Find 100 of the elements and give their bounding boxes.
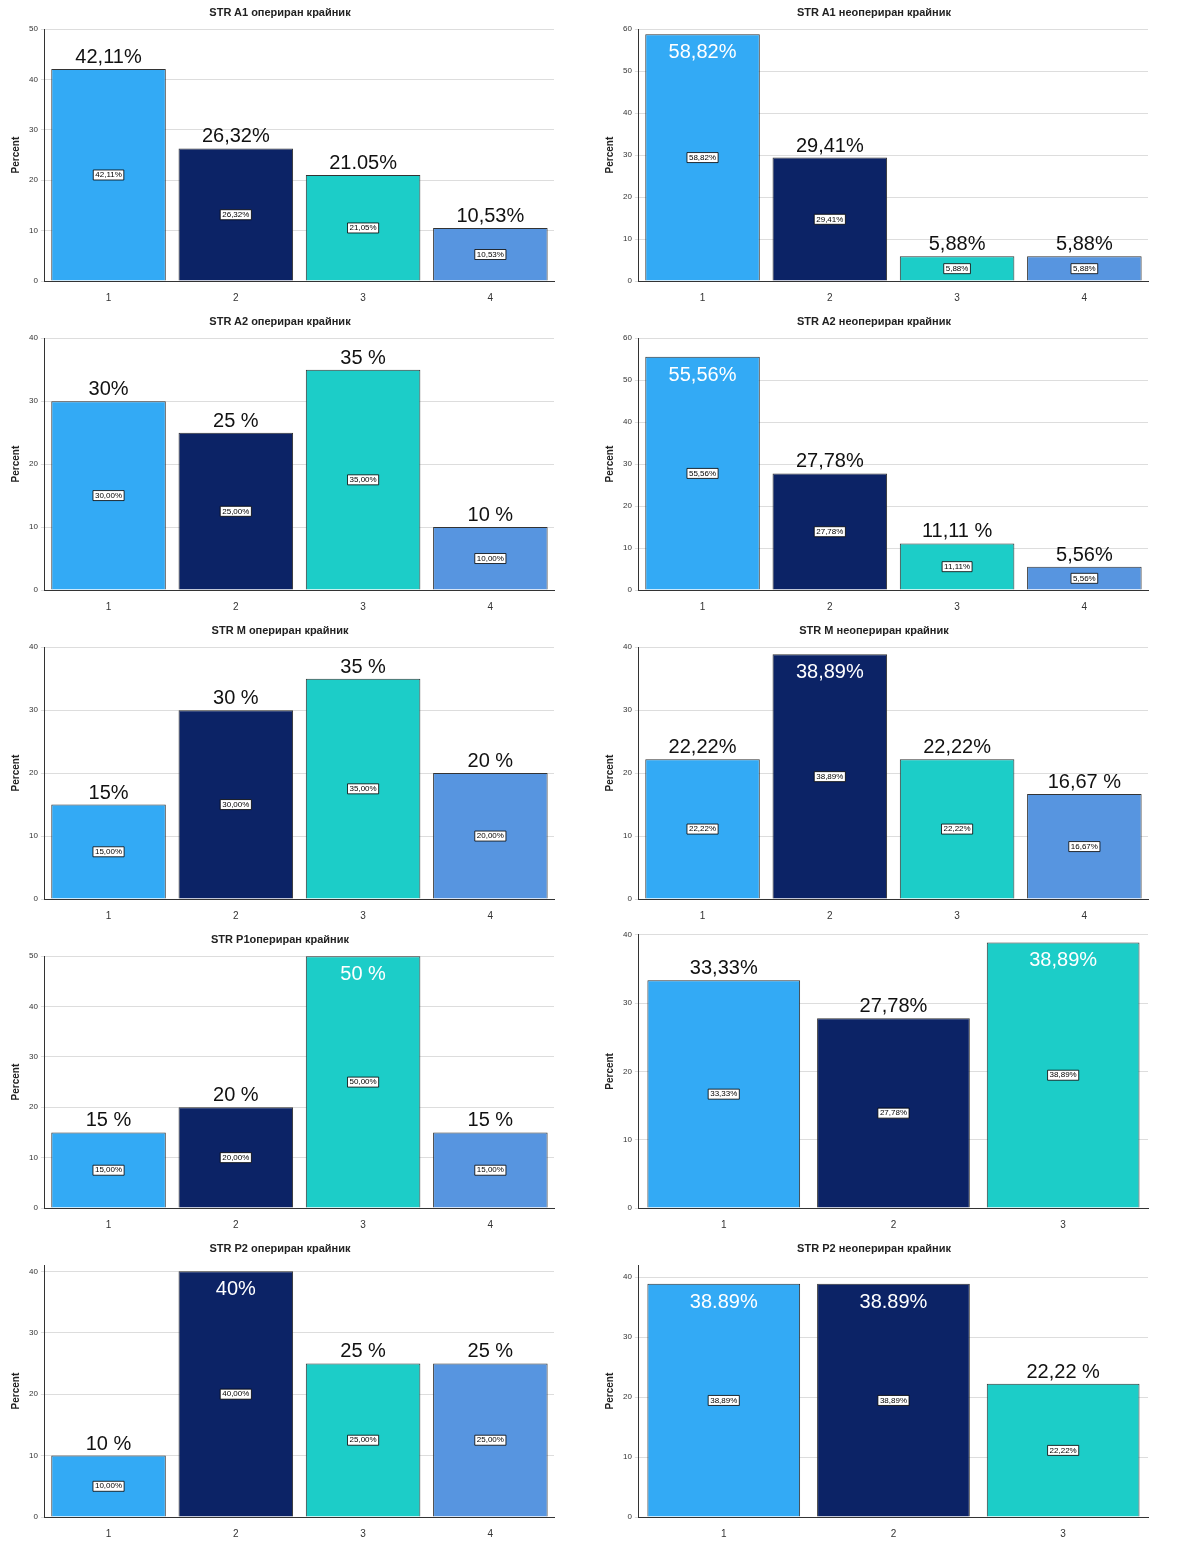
data-label: 38,89%: [795, 660, 864, 683]
y-tick-label: 0: [627, 1512, 633, 1522]
x-tick-label: 4: [487, 1218, 494, 1230]
y-tick-label: 30: [28, 396, 39, 406]
y-tick-label: 0: [627, 276, 633, 286]
x-tick-label: 4: [487, 1527, 494, 1539]
y-tick-label: 20: [622, 1392, 633, 1402]
x-tick-label: 3: [954, 909, 961, 921]
y-tick-label: 10: [28, 831, 39, 841]
annotation: 40,00%: [222, 1389, 250, 1399]
annotation: 27,78%: [816, 526, 844, 536]
y-axis-title: Percent: [9, 445, 21, 483]
data-label: 26,32%: [201, 124, 270, 147]
y-tick-label: 30: [28, 1327, 39, 1337]
x-tick-label: 1: [699, 600, 706, 612]
data-label: 10 %: [467, 503, 514, 526]
x-tick-label: 1: [105, 1527, 112, 1539]
data-label: 15 %: [85, 1108, 132, 1131]
y-tick-label: 30: [622, 459, 633, 469]
data-label: 15 %: [467, 1108, 514, 1131]
x-tick-label: 1: [699, 909, 706, 921]
annotation: 42,11%: [95, 170, 122, 180]
annotation: 55,56%: [688, 468, 717, 478]
data-label: 35 %: [340, 345, 387, 368]
y-axis-title: Percent: [603, 754, 615, 792]
data-label: 5,88%: [1056, 232, 1113, 255]
y-tick-label: 20: [622, 192, 633, 202]
annotation: 22,22%: [1049, 1445, 1077, 1455]
annotation: 15,00%: [94, 846, 123, 856]
data-label: 25 %: [213, 408, 259, 431]
y-tick-label: 50: [622, 375, 633, 385]
chart-title: STR M неопериран крайник: [799, 623, 950, 636]
x-tick-label: 2: [827, 291, 834, 303]
x-tick-label: 4: [1081, 600, 1088, 612]
y-tick-label: 40: [28, 1001, 39, 1011]
y-tick-label: 0: [627, 1203, 633, 1213]
y-tick-label: 30: [622, 1332, 633, 1342]
y-axis-title: Percent: [9, 754, 21, 792]
x-tick-label: 2: [233, 1218, 240, 1230]
y-tick-label: 20: [622, 1066, 633, 1076]
data-label: 30%: [88, 377, 129, 400]
data-label: 16,67 %: [1047, 770, 1122, 793]
y-tick-label: 40: [622, 108, 633, 118]
y-tick-label: 60: [622, 333, 633, 343]
y-tick-label: 0: [33, 1203, 39, 1213]
data-label: 55,56%: [668, 362, 737, 385]
x-tick-label: 1: [105, 291, 112, 303]
annotation: 10,53%: [476, 249, 504, 259]
annotation: 5,88%: [1073, 263, 1096, 273]
data-label: 30 %: [213, 686, 259, 709]
y-tick-label: 50: [28, 24, 39, 34]
y-tick-label: 30: [28, 705, 39, 715]
x-tick-label: 3: [954, 600, 961, 612]
data-label: 20 %: [467, 749, 514, 772]
data-label: 38,89%: [1029, 948, 1098, 971]
annotation: 25,00%: [349, 1435, 377, 1445]
annotation: 10,00%: [94, 1481, 123, 1491]
y-tick-label: 40: [28, 74, 39, 84]
annotation: 35,00%: [349, 475, 377, 485]
annotation: 5,56%: [1073, 573, 1096, 583]
x-tick-label: 3: [360, 291, 367, 303]
y-axis-title: Percent: [603, 1372, 615, 1410]
y-tick-label: 10: [622, 831, 633, 841]
y-tick-label: 40: [622, 930, 633, 939]
annotation: 30,00%: [94, 490, 123, 500]
annotation: 15,00%: [476, 1165, 504, 1175]
y-tick-label: 0: [33, 1512, 39, 1522]
y-tick-label: 0: [33, 276, 39, 286]
x-tick-label: 1: [105, 600, 112, 612]
x-tick-label: 4: [487, 909, 494, 921]
y-axis-title: Percent: [9, 1063, 21, 1101]
y-tick-label: 40: [28, 333, 39, 343]
data-label: 22,22%: [668, 735, 737, 758]
annotation: 16,67%: [1070, 841, 1098, 851]
x-tick-label: 1: [699, 291, 706, 303]
data-label: 15%: [88, 780, 129, 803]
data-label: 38.89%: [689, 1289, 758, 1312]
chart-title: STR P2 опериран крайник: [209, 1241, 352, 1254]
data-label: 10,53%: [456, 203, 525, 226]
y-tick-label: 0: [627, 585, 633, 595]
annotation: 22,22%: [688, 824, 717, 834]
annotation: 5,88%: [945, 263, 969, 273]
x-tick-label: 2: [890, 1527, 897, 1539]
x-tick-label: 3: [360, 600, 367, 612]
chart-title: STR P1опериран крайник: [210, 932, 350, 945]
y-tick-label: 60: [622, 24, 633, 34]
data-label: 38.89%: [859, 1289, 928, 1312]
y-axis-title: Percent: [9, 1372, 21, 1410]
data-label: 22,22 %: [1026, 1359, 1101, 1382]
annotation: 38,89%: [816, 771, 844, 781]
annotation: 27,78%: [879, 1108, 908, 1118]
y-tick-label: 10: [622, 1452, 633, 1462]
data-label: 50 %: [340, 962, 387, 985]
data-label: 22,22%: [923, 735, 992, 758]
data-label: 25 %: [467, 1339, 514, 1362]
y-tick-label: 30: [622, 998, 633, 1008]
data-label: 29,41%: [795, 133, 864, 156]
y-tick-label: 30: [622, 150, 633, 160]
y-tick-label: 10: [28, 225, 39, 235]
annotation: 33,33%: [710, 1089, 738, 1099]
